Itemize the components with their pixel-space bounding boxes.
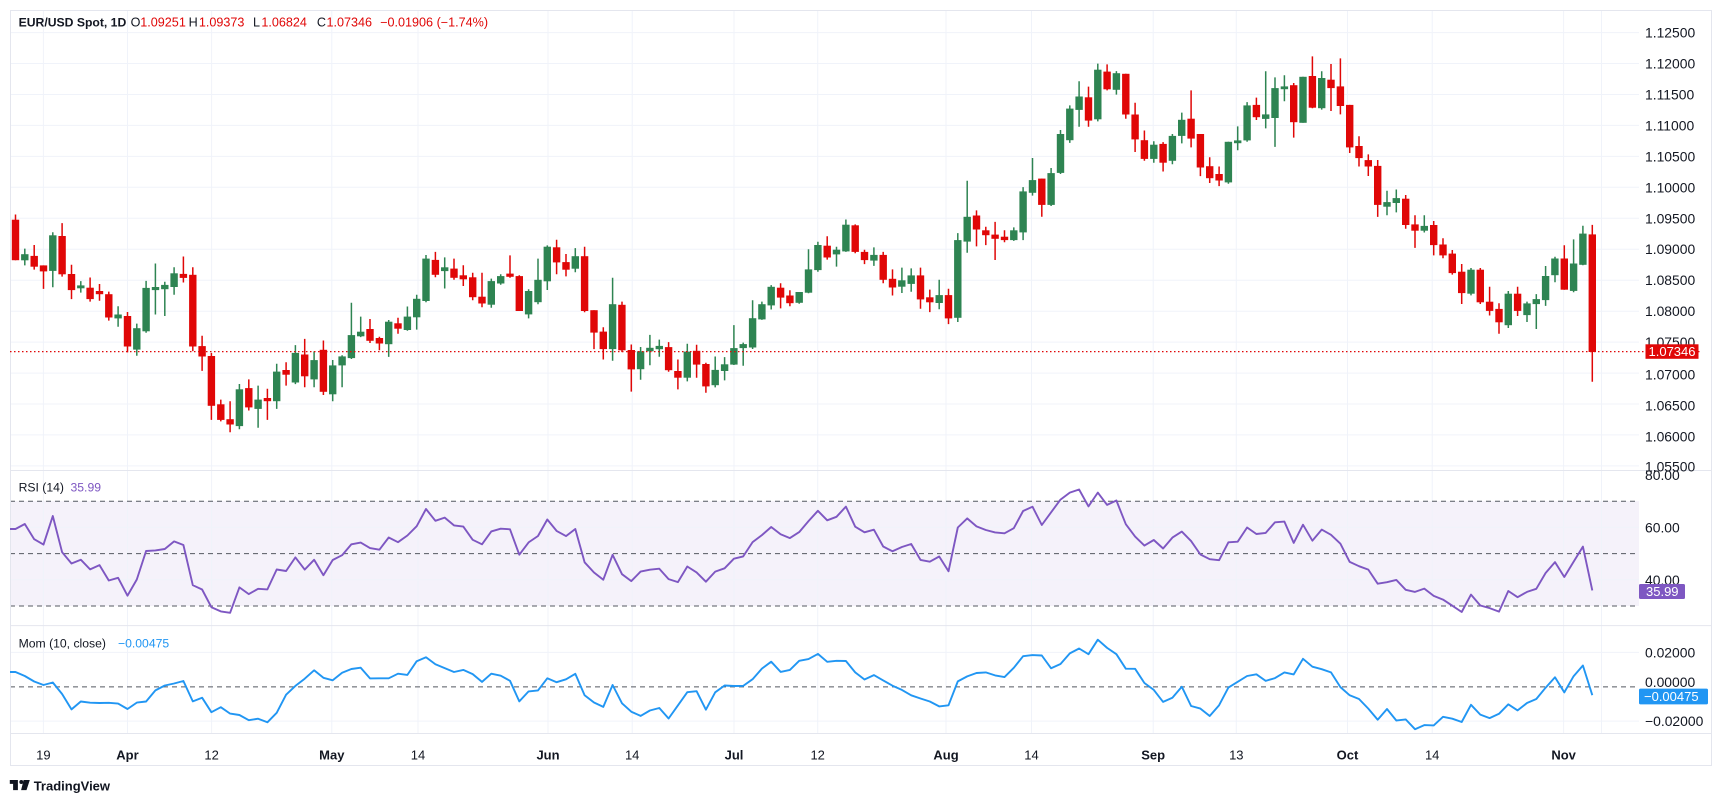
svg-text:1.12500: 1.12500 [1645, 25, 1695, 41]
svg-text:12: 12 [810, 748, 824, 763]
svg-text:May: May [319, 748, 345, 763]
svg-text:14: 14 [625, 748, 639, 763]
svg-text:60.00: 60.00 [1645, 519, 1680, 535]
svg-text:1.09000: 1.09000 [1645, 241, 1695, 257]
svg-text:Nov: Nov [1551, 748, 1576, 763]
svg-text:TradingView: TradingView [34, 778, 111, 793]
svg-text:Apr: Apr [116, 748, 138, 763]
svg-text:1.09251: 1.09251 [140, 16, 186, 30]
svg-text:1.10500: 1.10500 [1645, 148, 1695, 164]
svg-text:1.11500: 1.11500 [1645, 87, 1694, 103]
svg-text:14: 14 [1425, 748, 1439, 763]
svg-text:−0.02000: −0.02000 [1645, 713, 1704, 729]
svg-text:EUR/USD Spot, 1D: EUR/USD Spot, 1D [19, 16, 127, 30]
svg-text:−0.00475: −0.00475 [1644, 689, 1699, 704]
svg-text:Jun: Jun [536, 748, 559, 763]
svg-text:14: 14 [1024, 748, 1038, 763]
svg-text:−0.01906 (−1.74%): −0.01906 (−1.74%) [380, 16, 488, 30]
svg-text:80.00: 80.00 [1645, 467, 1680, 483]
svg-text:1.05500: 1.05500 [1645, 459, 1695, 475]
svg-text:12: 12 [204, 748, 218, 763]
svg-text:13: 13 [1229, 748, 1243, 763]
svg-text:1.07000: 1.07000 [1645, 367, 1695, 383]
svg-text:35.99: 35.99 [71, 481, 102, 495]
svg-text:0.00000: 0.00000 [1645, 674, 1695, 690]
svg-text:1.09500: 1.09500 [1645, 210, 1695, 226]
svg-text:L: L [253, 16, 260, 30]
svg-text:19: 19 [36, 748, 50, 763]
svg-text:0.02000: 0.02000 [1645, 644, 1695, 660]
svg-text:Mom (10, close): Mom (10, close) [19, 637, 106, 651]
svg-text:C: C [317, 16, 326, 30]
svg-text:1.09373: 1.09373 [199, 16, 245, 30]
svg-text:Sep: Sep [1141, 748, 1165, 763]
svg-text:1.08000: 1.08000 [1645, 303, 1695, 319]
svg-text:1.08500: 1.08500 [1645, 272, 1695, 288]
svg-text:1.11000: 1.11000 [1645, 117, 1694, 133]
svg-text:1.06824: 1.06824 [261, 16, 307, 30]
svg-text:Oct: Oct [1337, 748, 1359, 763]
svg-text:1.07346: 1.07346 [327, 16, 373, 30]
svg-text:−0.00475: −0.00475 [118, 637, 169, 651]
svg-text:1.10000: 1.10000 [1645, 179, 1695, 195]
svg-text:1.07346: 1.07346 [1649, 344, 1696, 359]
svg-text:H: H [189, 16, 198, 30]
svg-text:1.06500: 1.06500 [1645, 397, 1695, 413]
svg-text:1.06000: 1.06000 [1645, 428, 1695, 444]
svg-text:O: O [131, 16, 141, 30]
svg-text:40.00: 40.00 [1645, 572, 1680, 588]
svg-text:RSI (14): RSI (14) [19, 481, 64, 495]
svg-text:35.99: 35.99 [1646, 584, 1679, 599]
svg-text:1.12000: 1.12000 [1645, 56, 1695, 72]
svg-text:Jul: Jul [725, 748, 744, 763]
svg-text:Aug: Aug [933, 748, 958, 763]
svg-text:14: 14 [411, 748, 425, 763]
